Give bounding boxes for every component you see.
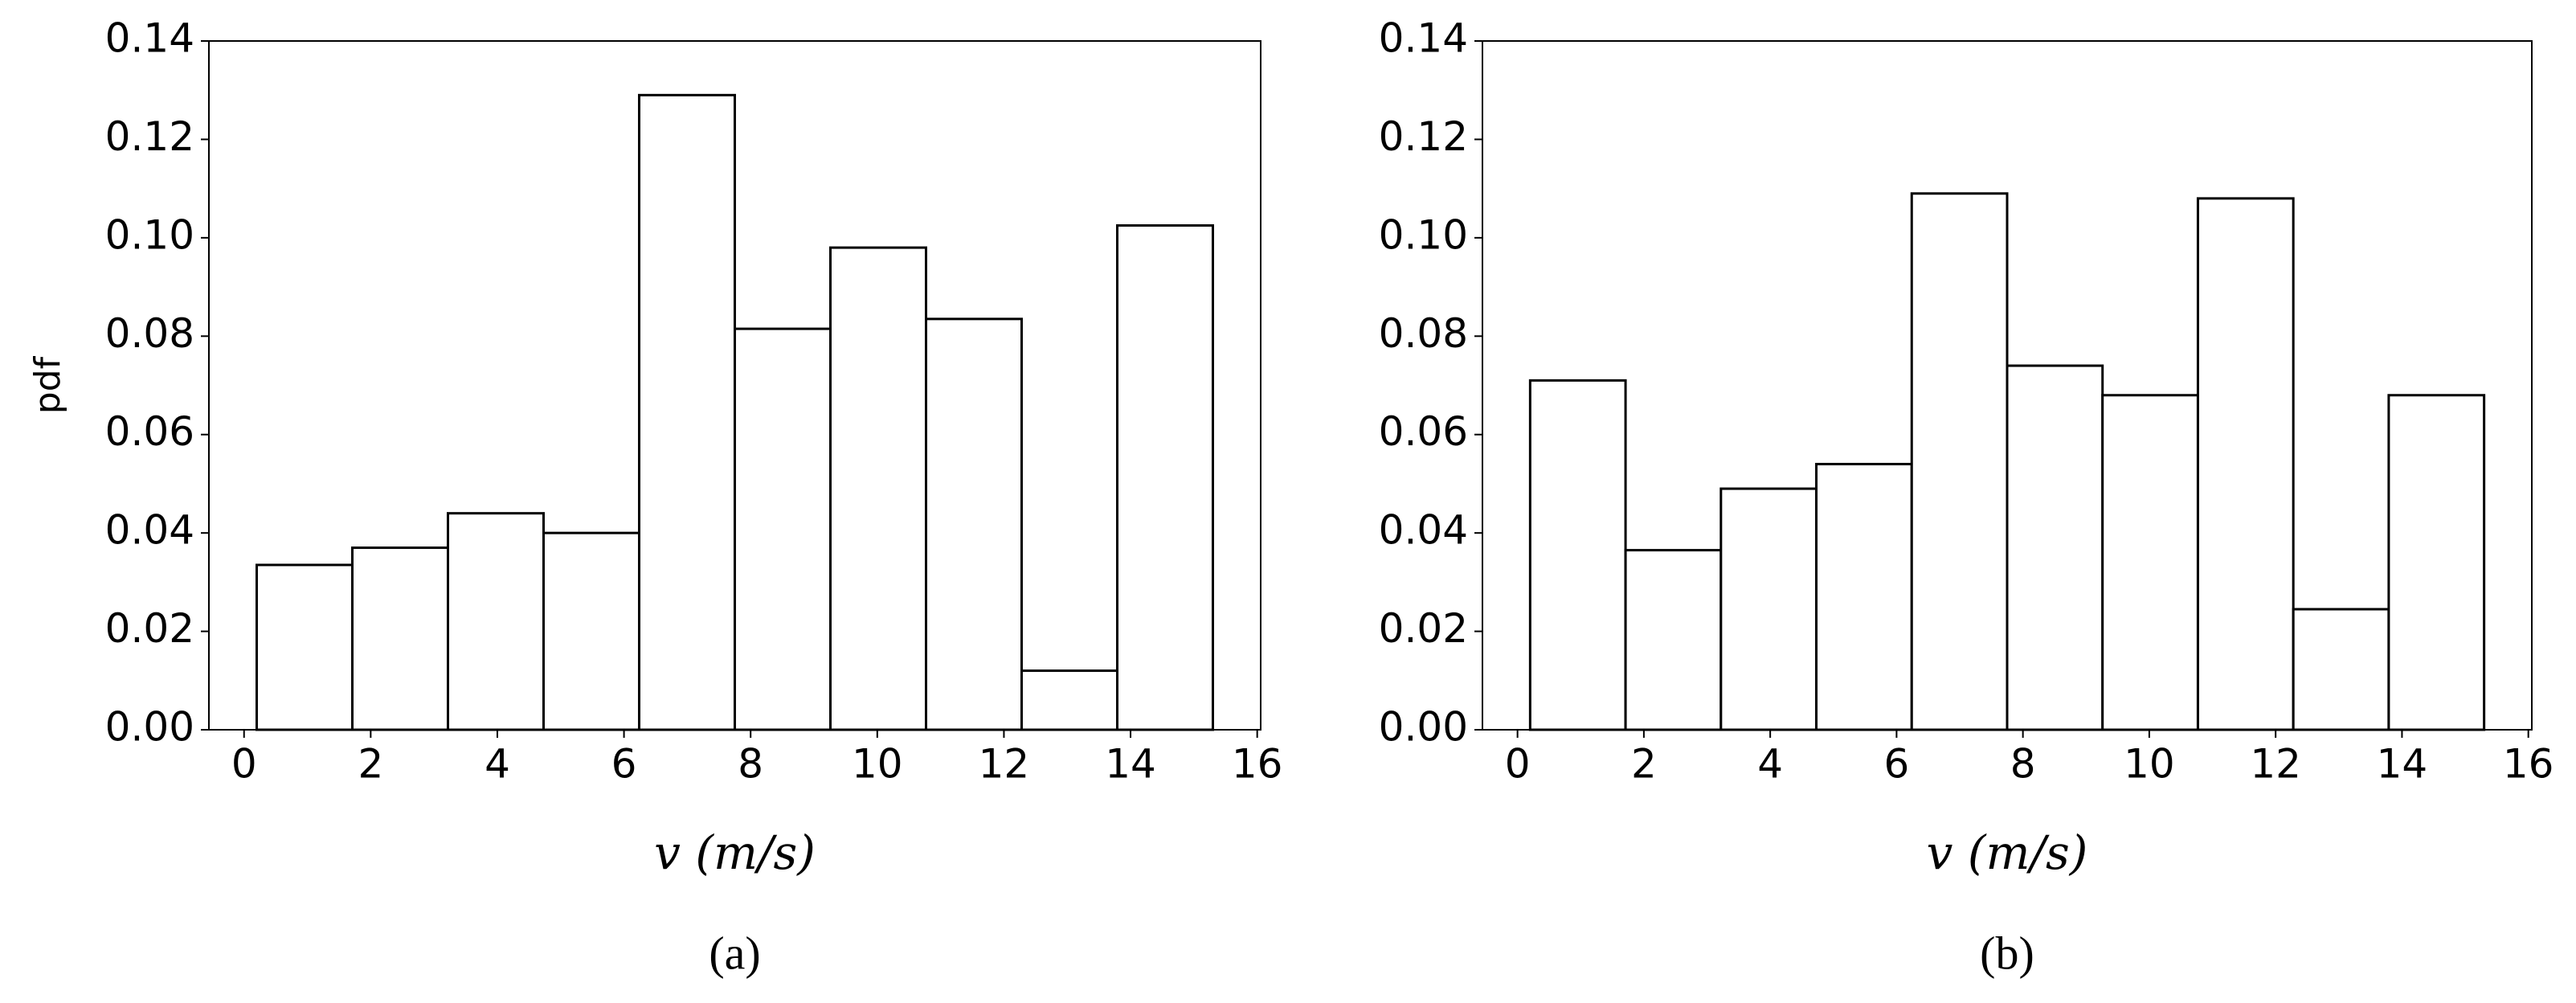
y-tick-label: 0.06 — [1379, 408, 1468, 455]
bar — [1910, 192, 2009, 731]
x-tick-label: 4 — [1757, 741, 1783, 788]
x-tick-label: 4 — [485, 741, 510, 788]
bar — [734, 327, 832, 731]
bar — [1719, 487, 1818, 731]
x-tick-label: 16 — [1232, 741, 1283, 788]
bar — [2006, 364, 2104, 731]
y-tick-label: 0.12 — [1379, 113, 1468, 160]
x-tick-label: 0 — [231, 741, 257, 788]
axes-frame — [1482, 40, 2533, 731]
x-tick-label: 0 — [1505, 741, 1531, 788]
bar — [829, 246, 927, 731]
x-tick-label: 8 — [738, 741, 763, 788]
x-tick-label: 8 — [2010, 741, 2036, 788]
bar — [2387, 394, 2486, 731]
bar — [351, 547, 449, 731]
y-tick-label: 0.04 — [105, 507, 194, 554]
bar — [1116, 224, 1214, 731]
bar — [1020, 669, 1118, 731]
x-tick-label: 12 — [2250, 741, 2301, 788]
x-axis-label: v (m/s) — [654, 825, 816, 880]
y-tick-label: 0.06 — [105, 408, 194, 455]
x-tick-label: 12 — [979, 741, 1030, 788]
x-tick-label: 14 — [2377, 741, 2428, 788]
x-tick-label: 14 — [1105, 741, 1156, 788]
x-tick-label: 2 — [1631, 741, 1657, 788]
x-tick-label: 2 — [358, 741, 383, 788]
x-tick-label: 6 — [611, 741, 637, 788]
caption: (a) — [709, 927, 760, 979]
axes-frame — [208, 40, 1261, 731]
bar — [1815, 462, 1913, 731]
y-tick-label: 0.04 — [1379, 507, 1468, 554]
bar — [2101, 394, 2199, 731]
bar — [925, 317, 1023, 731]
y-tick-label: 0.02 — [105, 605, 194, 652]
bar — [638, 93, 736, 731]
y-tick-label: 0.14 — [105, 15, 194, 62]
x-axis-label: v (m/s) — [1927, 825, 2088, 880]
y-tick-label: 0.08 — [1379, 310, 1468, 357]
bar — [256, 563, 354, 731]
y-tick-label: 0.08 — [105, 310, 194, 357]
bar — [2196, 197, 2295, 731]
y-tick-label: 0.00 — [105, 704, 194, 751]
x-tick-label: 16 — [2503, 741, 2554, 788]
bar — [1624, 549, 1723, 731]
y-tick-label: 0.10 — [1379, 211, 1468, 258]
y-tick-label: 0.02 — [1379, 605, 1468, 652]
y-tick-label: 0.14 — [1379, 15, 1468, 62]
x-tick-label: 6 — [1883, 741, 1909, 788]
y-axis-label: pdf — [27, 355, 68, 414]
bar — [1528, 379, 1627, 731]
bar — [542, 531, 640, 731]
caption: (b) — [1980, 927, 2034, 979]
bar — [2292, 608, 2390, 731]
y-tick-label: 0.00 — [1379, 704, 1468, 751]
x-tick-label: 10 — [852, 741, 903, 788]
y-tick-label: 0.12 — [105, 113, 194, 160]
bar — [447, 512, 545, 731]
x-tick-label: 10 — [2124, 741, 2175, 788]
y-tick-label: 0.10 — [105, 211, 194, 258]
